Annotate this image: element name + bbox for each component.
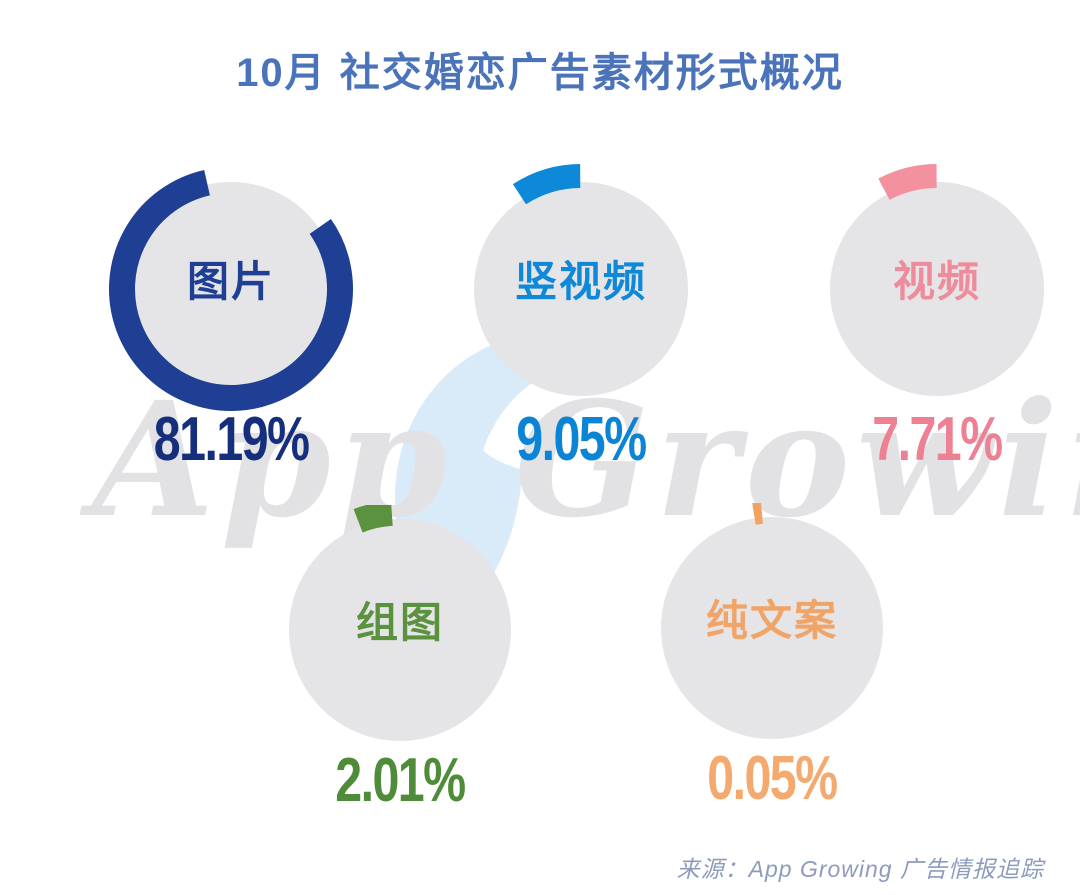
donut-bg-circle <box>124 182 338 396</box>
donut-label: 组图 <box>355 599 444 646</box>
donut-value: 0.05% <box>607 743 937 814</box>
donut-value-text: 81.19% <box>153 405 310 474</box>
donut-chart-1: 图片 81.19% <box>106 164 356 494</box>
donut-arc-segment <box>752 503 763 525</box>
donut-bg-circle <box>830 182 1044 396</box>
donut-label: 纯文案 <box>705 597 838 644</box>
donut-value: 7.71% <box>772 404 1080 475</box>
donut-chart-5: 纯文案 0.05% <box>647 503 897 833</box>
donut-label: 图片 <box>186 258 275 305</box>
donut-value-text: 7.71% <box>872 405 1003 474</box>
donut-label: 视频 <box>892 258 981 305</box>
donut-arc-segment <box>353 505 394 533</box>
donut-arc-segment <box>878 164 938 200</box>
donut-value-text: 2.01% <box>335 746 466 815</box>
donut-value-text: 0.05% <box>707 744 838 813</box>
donut-svg <box>661 503 883 739</box>
donut-label: 竖视频 <box>514 258 647 305</box>
donut-bg-circle <box>661 517 883 739</box>
donut-value-text: 9.05% <box>516 405 647 474</box>
donut-svg <box>830 164 1044 396</box>
donut-value: 2.01% <box>235 745 565 816</box>
donut-arc-segment <box>512 164 581 205</box>
donut-chart-3: 视频 7.71% <box>812 164 1062 494</box>
donut-arc-segment <box>109 169 353 411</box>
donut-value: 81.19% <box>66 404 396 475</box>
donut-value: 9.05% <box>416 404 746 475</box>
donut-svg <box>109 169 353 411</box>
page-title: 10月 社交婚恋广告素材形式概况 <box>236 51 844 95</box>
source-credit: 来源：App Growing 广告情报追踪 <box>676 856 1044 882</box>
donut-chart-2: 竖视频 9.05% <box>456 164 706 494</box>
donut-chart-4: 组图 2.01% <box>275 505 525 835</box>
